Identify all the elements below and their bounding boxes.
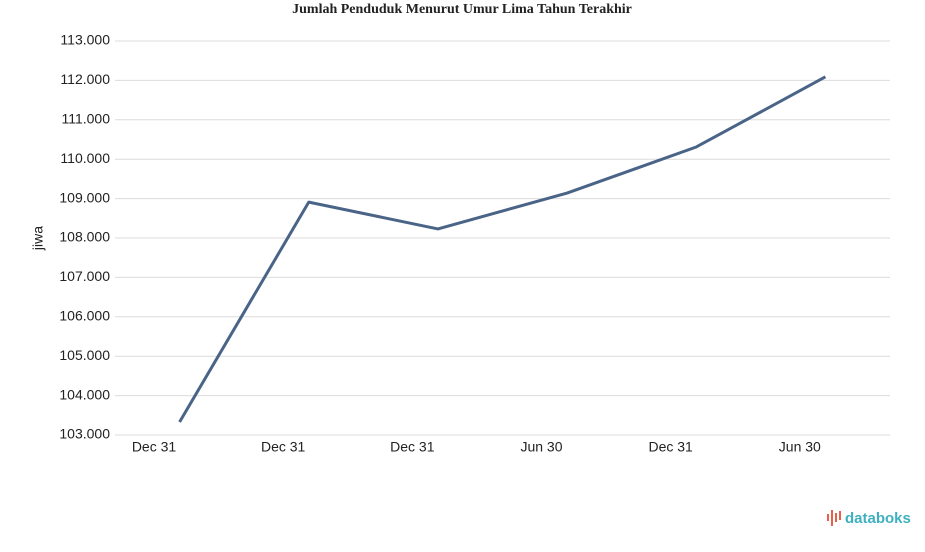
y-tick-label: 109.000 bbox=[59, 189, 110, 205]
y-tick-label: 111.000 bbox=[61, 111, 110, 127]
y-tick-label: 106.000 bbox=[59, 308, 110, 324]
y-tick-label: 112.000 bbox=[60, 71, 110, 87]
x-tick-label: Dec 31 bbox=[648, 439, 693, 455]
y-tick-label: 107.000 bbox=[59, 268, 110, 284]
y-tick-label: 108.000 bbox=[59, 229, 110, 245]
line bbox=[178, 75, 827, 423]
x-tick-label: Dec 31 bbox=[261, 439, 306, 455]
brand-icon bbox=[827, 510, 841, 526]
y-tick-label: 110.000 bbox=[60, 150, 110, 166]
chart-title: Jumlah Penduduk Menurut Umur Lima Tahun … bbox=[292, 2, 632, 17]
x-tick-label: Dec 31 bbox=[390, 439, 435, 455]
x-tick-label: Jun 30 bbox=[779, 439, 821, 455]
y-axis-label: jiwa bbox=[30, 226, 46, 251]
y-tick-label: 104.000 bbox=[59, 386, 110, 402]
y-tick-label: 105.000 bbox=[59, 347, 110, 363]
y-tick-label: 113.000 bbox=[60, 32, 110, 48]
brand: databoks bbox=[845, 510, 911, 527]
y-tick-label: 103.000 bbox=[59, 426, 110, 442]
x-tick-label: Dec 31 bbox=[132, 439, 177, 455]
x-tick-label: Jun 30 bbox=[520, 439, 562, 455]
